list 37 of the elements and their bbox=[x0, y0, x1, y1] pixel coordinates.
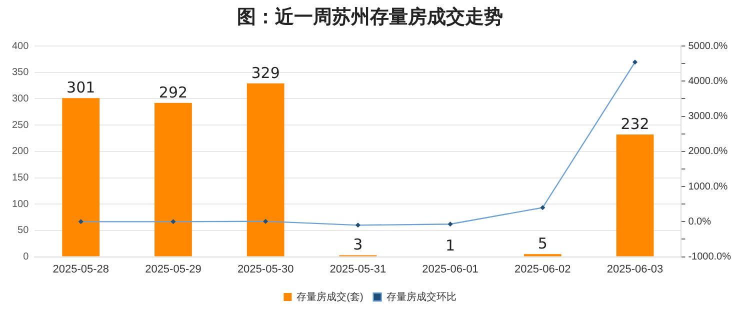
y2-tick-label: 2000.0% bbox=[688, 146, 728, 158]
x-tick-label: 2025-05-30 bbox=[237, 263, 294, 276]
data-label: 1 bbox=[446, 236, 456, 255]
bar bbox=[246, 83, 284, 256]
legend-label: 存量房成交(套) bbox=[296, 290, 364, 303]
y2-tick-label: 4000.0% bbox=[688, 76, 728, 87]
y-tick-label: 150 bbox=[12, 172, 30, 184]
y-tick-label: 300 bbox=[12, 93, 30, 104]
y-tick-label: 350 bbox=[12, 67, 30, 78]
x-tick-label: 2025-06-02 bbox=[514, 263, 571, 276]
y2-tick-label: 0.0% bbox=[688, 216, 712, 228]
x-tick-label: 2025-05-29 bbox=[145, 263, 202, 276]
data-label: 3 bbox=[353, 236, 363, 254]
y2-tick-label: 3000.0% bbox=[688, 111, 728, 122]
y2-tick-label: 5000.0% bbox=[688, 40, 728, 52]
data-label: 292 bbox=[158, 83, 188, 102]
chart-title: 图：近一周苏州存量房成交走势 bbox=[236, 5, 504, 30]
y-tick-label: 50 bbox=[18, 225, 30, 236]
x-tick-label: 2025-05-31 bbox=[330, 263, 386, 276]
bar bbox=[616, 134, 654, 256]
y-tick-label: 400 bbox=[12, 40, 30, 52]
x-tick-label: 2025-05-28 bbox=[52, 263, 110, 276]
x-tick-label: 2025-06-03 bbox=[606, 263, 664, 276]
bar bbox=[62, 98, 100, 256]
legend-label: 存量房成交环比 bbox=[386, 290, 456, 303]
y-tick-label: 250 bbox=[12, 120, 30, 131]
y2-tick-label: -1000.0% bbox=[688, 252, 732, 263]
bar bbox=[154, 102, 192, 256]
data-label: 301 bbox=[66, 78, 96, 97]
data-label: 5 bbox=[538, 234, 548, 253]
data-label: 329 bbox=[251, 64, 280, 82]
data-label: 232 bbox=[620, 114, 650, 133]
y-tick-label: 0 bbox=[23, 252, 30, 263]
x-tick-label: 2025-06-01 bbox=[422, 263, 478, 276]
y2-tick-label: 1000.0% bbox=[688, 181, 728, 192]
y-tick-label: 200 bbox=[12, 146, 30, 158]
y-tick-label: 100 bbox=[12, 198, 30, 210]
